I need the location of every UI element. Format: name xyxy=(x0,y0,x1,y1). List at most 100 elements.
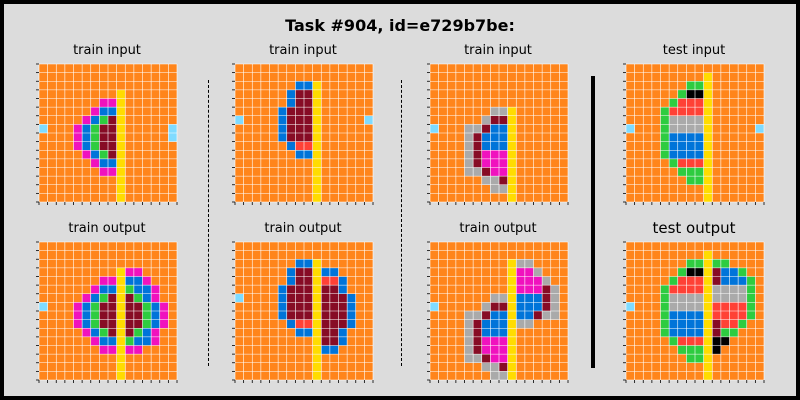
grid-cell xyxy=(481,250,491,260)
grid-cell xyxy=(47,328,57,337)
grid-cell xyxy=(116,293,126,303)
grid-cell xyxy=(626,250,635,260)
grid-cell xyxy=(516,72,525,82)
grid-cell xyxy=(125,150,134,159)
grid-cell xyxy=(746,259,756,268)
grid-cell xyxy=(660,107,670,116)
grid-cell xyxy=(142,167,152,177)
grid-cell xyxy=(438,184,448,194)
grid-cell xyxy=(703,89,713,99)
grid-cell xyxy=(720,72,730,82)
grid-cell xyxy=(738,115,747,125)
grid-cell xyxy=(729,319,739,329)
grid-cell xyxy=(64,250,74,260)
panel-title-4: test input xyxy=(662,43,726,58)
grid-cell xyxy=(626,158,635,168)
grid-cell xyxy=(507,81,517,90)
grid-cell xyxy=(108,311,117,320)
grid-cell xyxy=(550,89,560,99)
grid-cell xyxy=(364,150,373,159)
grid-cell xyxy=(524,371,534,380)
grid-cell xyxy=(746,167,756,177)
grid-cell xyxy=(634,81,644,90)
grid-cell xyxy=(243,345,253,355)
grid-cell xyxy=(507,193,517,202)
grid-cell xyxy=(499,259,508,268)
grid-cell xyxy=(695,293,704,303)
grid-cell xyxy=(738,311,747,320)
grid-cell xyxy=(235,124,244,133)
grid-cell xyxy=(634,362,644,372)
grid-cell xyxy=(481,115,491,125)
grid-cell xyxy=(64,311,74,320)
grid-cell xyxy=(278,158,287,168)
grid-cell xyxy=(252,107,261,116)
grid-cell xyxy=(260,89,270,99)
grid-cell xyxy=(524,81,534,90)
grid-cell xyxy=(447,354,456,363)
grid-cell xyxy=(269,150,279,159)
grid-cell xyxy=(142,242,152,251)
grid-cell xyxy=(550,64,560,73)
grid-cell xyxy=(516,98,525,108)
grid-cell xyxy=(329,293,339,303)
grid-cell xyxy=(347,107,356,116)
grid-cell xyxy=(464,354,474,363)
grid-cell xyxy=(243,124,253,133)
grid-cell xyxy=(746,354,756,363)
grid-cell xyxy=(746,158,756,168)
grid-cell xyxy=(286,319,296,329)
grid-cell xyxy=(286,371,296,380)
grid-cell xyxy=(338,267,348,277)
grid-cell xyxy=(56,81,65,90)
grid-cell xyxy=(738,193,747,202)
grid-cell xyxy=(159,362,169,372)
grid-cell xyxy=(755,89,764,99)
grid-cell xyxy=(755,72,764,82)
grid-cell xyxy=(82,371,91,380)
grid-cell xyxy=(252,328,261,337)
grid-cell xyxy=(703,72,713,82)
grid-cell xyxy=(660,98,670,108)
grid-cell xyxy=(286,184,296,194)
grid-cell xyxy=(738,319,747,329)
grid-cell xyxy=(90,345,100,355)
grid-cell xyxy=(47,115,57,125)
grid-cell xyxy=(559,354,568,363)
grid-cell xyxy=(269,354,279,363)
grid-cell xyxy=(347,167,356,177)
grid-cell xyxy=(447,193,456,202)
grid-cell xyxy=(252,158,261,168)
grid-cell xyxy=(304,141,313,151)
grid-cell xyxy=(151,311,160,320)
grid-cell xyxy=(755,328,764,337)
grid-cell xyxy=(321,184,330,194)
grid-cell xyxy=(321,328,330,337)
grid-cell xyxy=(82,81,91,90)
grid-cell xyxy=(142,81,152,90)
grid-cell xyxy=(252,311,261,320)
grid-cell xyxy=(524,124,534,133)
grid-cell xyxy=(524,267,534,277)
grid-cell xyxy=(755,81,764,90)
grid-cell xyxy=(286,285,296,294)
grid-cell xyxy=(438,345,448,355)
grid-cell xyxy=(490,107,499,116)
panel-title-8: test output xyxy=(652,219,736,237)
grid-cell xyxy=(738,276,747,286)
grid-cell xyxy=(312,371,322,380)
grid-cell xyxy=(125,285,134,294)
grid-cell xyxy=(73,184,83,194)
grid-cell xyxy=(499,150,508,159)
grid-cell xyxy=(73,176,83,185)
grid-cell xyxy=(634,141,644,151)
grid-cell xyxy=(47,259,57,268)
grid-cell xyxy=(125,193,134,202)
grid-cell xyxy=(559,176,568,185)
grid-cell xyxy=(338,250,348,260)
grid-cell xyxy=(64,267,74,277)
grid-cell xyxy=(364,267,373,277)
grid-cell xyxy=(235,354,244,363)
grid-cell xyxy=(47,124,57,133)
grid-cell xyxy=(90,150,100,159)
